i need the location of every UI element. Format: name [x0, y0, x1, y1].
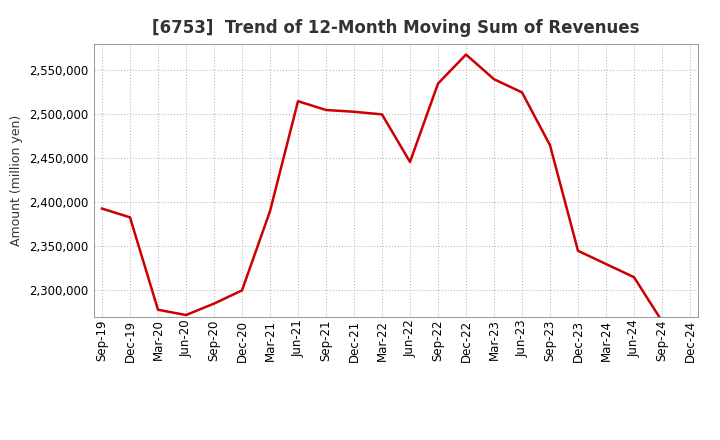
Title: [6753]  Trend of 12-Month Moving Sum of Revenues: [6753] Trend of 12-Month Moving Sum of R…	[152, 19, 640, 37]
Y-axis label: Amount (million yen): Amount (million yen)	[10, 115, 23, 246]
